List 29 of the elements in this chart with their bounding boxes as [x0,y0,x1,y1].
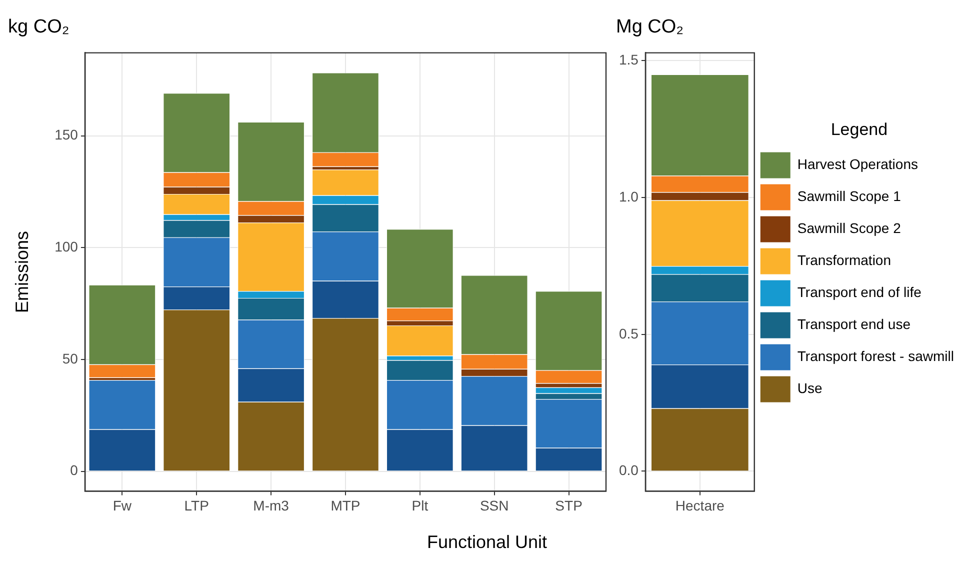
y-tick-label: 1.5 [618,52,639,68]
legend-label: Transport end of life [797,284,922,300]
x-tick-label: Plt [412,497,428,514]
chart-title: kg CO₂ [8,16,70,38]
legend-label: Sawmill Scope 2 [797,220,902,236]
legend-label: Harvest Operations [797,156,918,172]
y-tick-label: 1.0 [618,188,639,204]
x-tick-label: MTP [330,497,360,514]
x-axis-title: Functional Unit [426,532,548,553]
legend-label: Transport forest - sawmill [797,348,954,364]
legend-label: Transport end use [797,316,911,332]
legend-title: Legend [830,120,888,139]
legend-label: Sawmill Scope 1 [797,188,902,204]
x-tick-label: Fw [112,497,132,514]
x-tick-label: STP [555,497,582,514]
y-tick-label: 150 [54,126,78,143]
x-tick-label: LTP [184,497,209,514]
x-tick-label: SSN [480,497,509,514]
chart-title: Mg CO₂ [616,16,684,38]
legend-label: Use [797,380,822,396]
legend-label: Transformation [797,252,891,268]
y-tick-label: 50 [62,350,78,366]
x-tick-label: M-m3 [253,497,290,514]
y-tick-label: 0 [70,462,78,478]
y-tick-label: 0.0 [618,462,639,478]
y-tick-label: 100 [54,238,78,254]
x-tick-label: Hectare [675,497,725,514]
y-tick-label: 0.5 [618,325,639,342]
y-axis-title: Emissions [12,230,32,314]
